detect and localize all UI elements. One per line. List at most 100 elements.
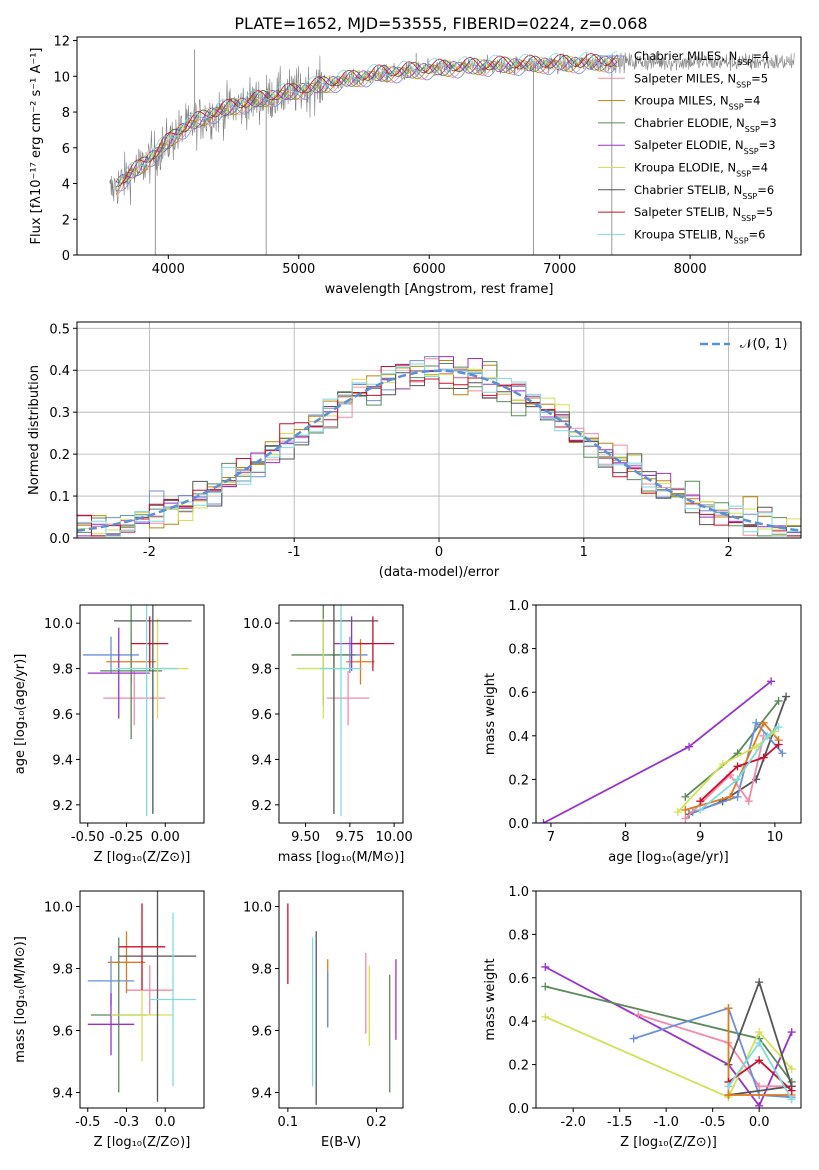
mass-weight-marker: [733, 792, 742, 801]
legend-entry: Salpeter ELODIE, NSSP=3: [634, 138, 776, 156]
mass-weight-marker: [541, 982, 550, 991]
x-axis-label: Z [log₁₀(Z/Z⊙)]: [94, 850, 191, 865]
mass-weight-vs-age-panel: 7 8 9 10 0.0 0.2 0.4 0.6 0.8 1.0 age [log₁₀(age/yr…: [483, 599, 802, 865]
y-tick-label: 9.6: [52, 708, 73, 723]
mass-weight-marker: [724, 1004, 733, 1013]
x-tick-label: -0.3: [114, 1115, 139, 1130]
mass-weight-marker: [681, 814, 690, 823]
plot-area: [109, 49, 795, 255]
y-tick-label: 10.0: [243, 617, 272, 632]
mass-weight-marker: [541, 962, 550, 971]
mass-weight-marker: [787, 1086, 796, 1095]
y-tick-label: 0.8: [508, 928, 529, 943]
y-tick-label: 0.2: [508, 773, 529, 788]
mass-weight-marker: [763, 731, 772, 740]
y-tick-label: 10.0: [243, 901, 272, 916]
mass-weight-line: [544, 966, 793, 1108]
plot-area: [87, 891, 197, 1102]
y-axis-label: age [log₁₀(age/yr)]: [13, 654, 28, 775]
mass-weight-line: [699, 726, 780, 811]
y-tick-label: 0.0: [508, 1102, 529, 1117]
y-tick-label: 9.4: [52, 753, 73, 768]
y-tick-label: 9.2: [52, 799, 73, 814]
plot-area: [541, 962, 796, 1108]
residual-histogram-panel: -2 -1 0 1 2 0.0 0.1 0.2 0.3 0.4 0.5 (data-model)/er…: [27, 321, 802, 580]
x-tick-label: -0.5: [700, 1115, 725, 1130]
y-tick-label: 0.4: [508, 730, 529, 745]
model-spectrum: [115, 51, 618, 189]
mass-weight-marker: [733, 762, 742, 771]
x-axis-label: (data-model)/error: [379, 565, 500, 580]
mass-weight-marker: [724, 1090, 733, 1099]
axes-frame: [79, 890, 205, 1109]
x-tick-label: -2.0: [561, 1115, 586, 1130]
mass-weight-line: [684, 735, 765, 820]
x-tick-label: 7: [547, 830, 555, 845]
x-tick-label: 0.0: [155, 1115, 176, 1130]
legend-entry: Salpeter STELIB, NSSP=5: [634, 205, 773, 223]
y-tick-label: 6: [62, 142, 70, 157]
residual-histogram: [77, 363, 801, 537]
mass-weight-marker: [778, 749, 787, 758]
axes-frame: [76, 321, 802, 539]
x-tick-label: -1.0: [653, 1115, 678, 1130]
y-tick-label: 4: [62, 178, 70, 193]
x-tick-label: 0.00: [151, 830, 180, 845]
mass-weight-marker: [787, 1095, 796, 1104]
x-axis-label: Z [log₁₀(Z/Z⊙)]: [94, 1135, 191, 1150]
plot-area: [289, 605, 395, 817]
mass-weight-marker: [724, 1082, 733, 1091]
mass-weight-marker: [673, 808, 682, 817]
mass-weight-marker: [696, 805, 705, 814]
model-spectrum: [115, 59, 618, 195]
axes-frame: [76, 36, 802, 256]
mass-weight-marker: [733, 775, 742, 784]
model-spectrum: [116, 53, 618, 187]
mass-weight-marker: [752, 718, 761, 727]
y-tick-label: 9.4: [52, 1087, 73, 1102]
x-axis-label: age [log₁₀(age/yr)]: [608, 850, 729, 865]
x-tick-label: -1.5: [607, 1115, 632, 1130]
y-tick-label: 9.8: [52, 963, 73, 978]
mass-weight-line: [727, 979, 793, 1096]
x-tick-label: 9.75: [335, 830, 364, 845]
axes-frame: [278, 890, 404, 1109]
y-tick-label: 0: [62, 249, 70, 264]
legend-entry: Kroupa ELODIE, NSSP=4: [634, 161, 768, 179]
x-axis-label: wavelength [Angstrom, rest frame]: [325, 282, 554, 297]
plot-area: [287, 903, 397, 1105]
y-tick-label: 9.6: [251, 708, 272, 723]
y-tick-label: 9.6: [251, 1025, 272, 1040]
mass-weight-marker: [718, 760, 727, 769]
mass-weight-marker: [755, 978, 764, 987]
axes-frame: [535, 890, 802, 1109]
x-axis-label: mass [log₁₀(M/M⊙)]: [278, 850, 405, 865]
y-tick-label: 1.0: [508, 885, 529, 900]
y-axis-label: mass [log₁₀(M/M⊙)]: [13, 936, 28, 1063]
mass-weight-marker: [774, 723, 783, 732]
x-tick-label: 7000: [543, 262, 576, 277]
y-tick-label: 0.3: [49, 406, 70, 421]
y-tick-label: 0.1: [49, 490, 70, 505]
y-axis-label: Flux [fλ10⁻¹⁷ erg cm⁻² s⁻¹ A⁻¹]: [29, 48, 44, 245]
mass-weight-marker: [696, 797, 705, 806]
y-axis-label: Normed distribution: [27, 365, 42, 495]
y-tick-label: 9.6: [52, 1025, 73, 1040]
y-tick-label: 9.8: [52, 663, 73, 678]
y-tick-label: 9.2: [251, 799, 272, 814]
y-tick-label: 0.6: [508, 686, 529, 701]
x-tick-label: 0: [435, 545, 443, 560]
plot-area: [539, 677, 791, 823]
y-tick-label: 12: [53, 35, 70, 50]
x-tick-label: 0.1: [278, 1115, 299, 1130]
x-tick-label: 5000: [282, 262, 315, 277]
x-tick-label: 8: [621, 830, 629, 845]
x-tick-label: 6000: [413, 262, 446, 277]
y-tick-label: 0.6: [508, 972, 529, 987]
y-tick-label: 0.4: [508, 1015, 529, 1030]
x-axis-label: Z [log₁₀(Z/Z⊙)]: [620, 1135, 717, 1150]
mass-weight-marker: [726, 792, 735, 801]
mass-weight-vs-metallicity-panel: -2.0 -1.5 -1.0 -0.5 0.0 0.0 0.2 0.4 0.6 0.8 1.0 Z […: [483, 885, 802, 1150]
x-tick-label: 1: [580, 545, 588, 560]
